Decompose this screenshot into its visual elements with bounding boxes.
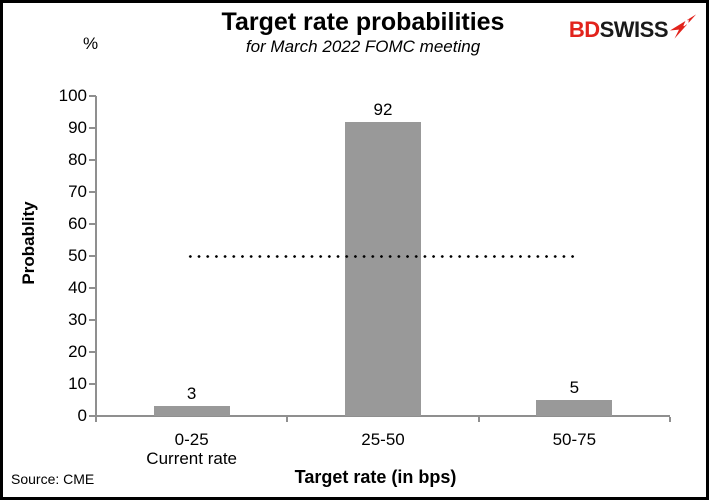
bar-25-50: [345, 121, 421, 416]
source-note: Source: CME: [11, 471, 95, 487]
logo-text-swiss: SWISS: [599, 17, 669, 42]
bar-50-75: [536, 400, 613, 416]
y-tick-label: 10: [68, 374, 87, 393]
y-tick-label: 60: [68, 214, 87, 233]
y-tick: [89, 383, 96, 385]
chart-title: Target rate probabilities: [221, 8, 505, 36]
y-tick: [89, 319, 96, 321]
y-tick: [89, 255, 96, 257]
x-axis-title: Target rate (in bps): [294, 467, 457, 487]
y-tick-label: 70: [68, 182, 87, 201]
logo-text-bd: BD: [568, 17, 600, 42]
y-tick: [89, 223, 96, 225]
y-tick: [89, 287, 96, 289]
x-category-label: 50-75: [552, 430, 597, 449]
y-tick-label: 20: [68, 342, 87, 361]
y-tick-label: 80: [68, 150, 87, 169]
x-category-label: 25-50: [361, 430, 405, 449]
x-tick: [669, 417, 671, 422]
y-tick: [89, 95, 96, 97]
bar-0-25: [153, 406, 230, 416]
y-tick: [89, 415, 96, 417]
y-tick-label: 90: [68, 118, 87, 137]
x-axis-line: [95, 415, 670, 417]
bar-value-label: 3: [186, 384, 197, 404]
chart-subtitle: for March 2022 FOMC meeting: [245, 37, 481, 56]
y-tick: [89, 351, 96, 353]
y-tick-label: 0: [77, 406, 87, 425]
bdswiss-arrow-icon: [670, 14, 697, 44]
bar-value-label: 5: [569, 378, 580, 397]
reference-line-50: [185, 255, 579, 258]
y-tick-label: 100: [58, 86, 87, 105]
bdswiss-logo: BD SWISS: [568, 14, 697, 44]
x-category-label: 0-25: [174, 430, 209, 449]
bar-value-label: 92: [373, 99, 393, 119]
x-tick: [286, 417, 289, 422]
plot-area: 0 10 20 30 40 50 60 70 80 90 100 3 0-25 Current rate 9…: [3, 3, 706, 497]
y-tick-label: 50: [68, 246, 87, 265]
x-category-sublabel: Current rate: [146, 449, 237, 468]
y-tick: [89, 127, 96, 129]
y-tick: [89, 159, 96, 161]
x-tick: [477, 417, 480, 422]
y-tick-label: 40: [68, 278, 87, 297]
y-tick-label: 30: [68, 310, 87, 329]
y-axis-unit-label: %: [83, 34, 99, 53]
y-tick: [89, 191, 96, 193]
y-axis-line: [95, 96, 97, 422]
